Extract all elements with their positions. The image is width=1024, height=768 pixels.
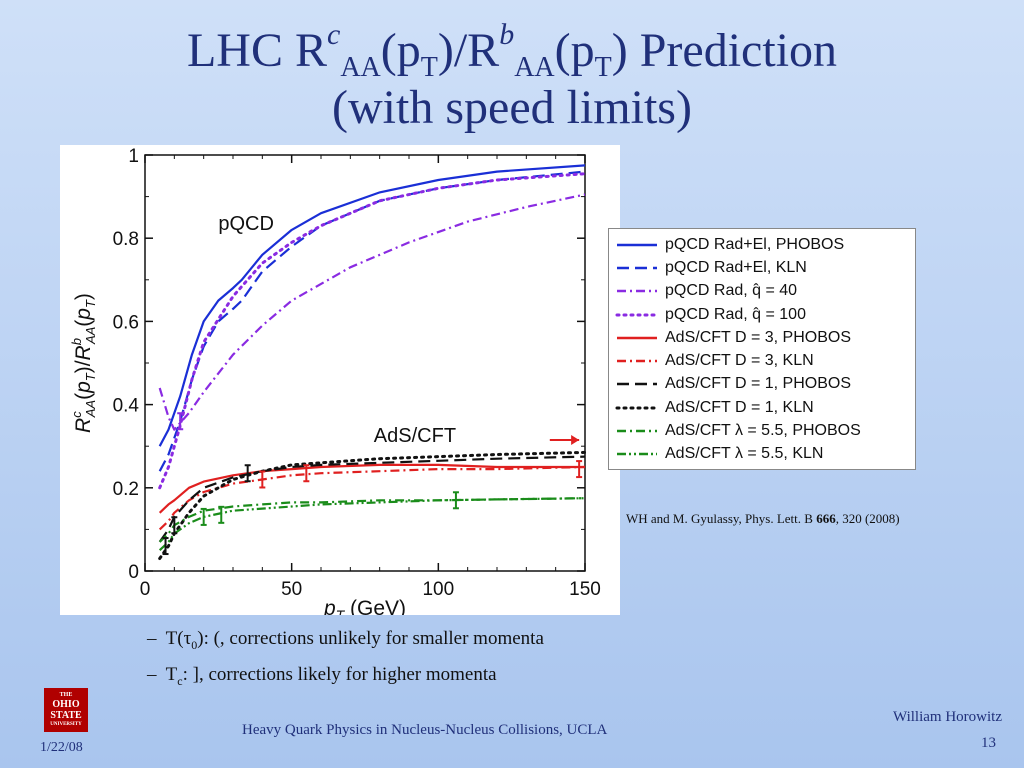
bullet-text: T — [165, 664, 178, 685]
x-tick-label: 50 — [281, 579, 302, 600]
legend-entry: AdS/CFT D = 3, KLN — [609, 349, 915, 372]
y-axis-title: RcAA(pT)/RbAA(pT) — [69, 293, 98, 433]
legend-swatch — [617, 383, 657, 386]
university-logo: THE OHIO STATE UNIVERSITY — [44, 688, 88, 732]
legend-entry: pQCD Rad+El, PHOBOS — [609, 233, 915, 256]
legend-swatch — [615, 313, 659, 317]
legend-label: pQCD Rad, q̂ = 100 — [665, 305, 806, 323]
citation-volume: 666 — [816, 511, 836, 526]
bullet-text: T( — [165, 628, 184, 649]
slide-title-line1: LHC RcAA(pT)/RbAA(pT) Prediction — [0, 20, 1024, 82]
legend-label: pQCD Rad, q̂ = 40 — [665, 282, 798, 300]
legend-entry: AdS/CFT D = 1, PHOBOS — [609, 373, 915, 396]
legend-entry: AdS/CFT D = 1, KLN — [609, 396, 915, 419]
title-text: ) Prediction — [611, 24, 838, 77]
bullet-symbol: τ — [183, 628, 192, 649]
legend-swatch — [615, 406, 659, 410]
title-sup: c — [326, 18, 341, 51]
legend-label: AdS/CFT D = 3, KLN — [665, 352, 814, 370]
legend-entry: pQCD Rad, q̂ = 40 — [609, 280, 915, 303]
x-axis-title: pT (GeV) — [323, 597, 406, 615]
logo-text: OHIO — [52, 699, 80, 710]
citation-text: , 320 (2008) — [835, 511, 900, 526]
title-sub: T — [594, 52, 612, 83]
legend-swatch — [617, 290, 657, 293]
x-tick-label: 150 — [569, 579, 601, 600]
series-line — [158, 497, 586, 543]
legend-label: AdS/CFT λ = 5.5, PHOBOS — [665, 422, 861, 440]
slide-title-line2: (with speed limits) — [332, 81, 692, 134]
y-tick-label: 0 — [128, 562, 139, 583]
legend-swatch — [617, 266, 657, 270]
legend-swatch — [617, 243, 657, 246]
footer-author: William Horowitz — [893, 709, 1002, 725]
plot-area: 0 50 100 150 0 0.2 0.4 0.6 0.8 1 pT (GeV) RcAA(pT)/… — [69, 146, 601, 615]
page-number: 13 — [981, 735, 996, 751]
y-tick-label: 0.6 — [113, 312, 139, 333]
series-line — [158, 170, 586, 472]
x-tick-label: 0 — [140, 579, 151, 600]
footer-date: 1/22/08 — [40, 740, 83, 755]
x-tick-label: 100 — [422, 579, 454, 600]
legend-swatch — [617, 453, 657, 456]
legend-entry: AdS/CFT λ = 5.5, KLN — [609, 443, 915, 466]
bullet-dash: – — [147, 628, 157, 649]
chart-annotation: pQCD — [218, 213, 274, 235]
series-line — [158, 450, 587, 560]
legend-label: pQCD Rad+El, KLN — [665, 258, 807, 276]
title-text: (p — [554, 24, 595, 77]
bullet-text: ): (, corrections unlikely for smaller m… — [197, 628, 544, 649]
legend-entry: pQCD Rad+El, KLN — [609, 256, 915, 279]
citation-text: WH and M. Gyulassy, Phys. Lett. B — [626, 511, 817, 526]
logo-text: STATE — [50, 710, 82, 721]
chart-panel: 0 50 100 150 0 0.2 0.4 0.6 0.8 1 pT (GeV) RcAA(pT)/… — [60, 145, 620, 615]
legend-label: AdS/CFT D = 3, PHOBOS — [665, 328, 851, 346]
legend-label: AdS/CFT D = 1, KLN — [665, 398, 814, 416]
legend-swatch — [617, 359, 657, 363]
title-sub: AA — [514, 52, 555, 83]
legend-swatch — [617, 336, 657, 340]
bullet-sub: c — [177, 673, 183, 688]
y-tick-label: 0.4 — [113, 396, 140, 417]
bullet-dash: – — [147, 664, 157, 685]
y-tick-label: 0.8 — [113, 229, 139, 250]
footer-talk-title: Heavy Quark Physics in Nucleus-Nucleus C… — [242, 722, 608, 738]
bullet-text: : ], corrections likely for higher momen… — [182, 664, 497, 685]
y-tick-label: 1 — [128, 146, 139, 167]
y-tick-label: 0.2 — [113, 479, 139, 500]
legend-label: AdS/CFT D = 1, PHOBOS — [665, 375, 851, 393]
title-sub: AA — [340, 52, 381, 83]
citation: WH and M. Gyulassy, Phys. Lett. B 666, 3… — [626, 511, 900, 527]
series-line — [158, 164, 586, 447]
title-text: (p — [380, 24, 421, 77]
legend-entry: pQCD Rad, q̂ = 100 — [609, 303, 915, 326]
series-line — [158, 193, 586, 431]
bullet-sub: 0 — [191, 637, 198, 652]
legend-entry: AdS/CFT λ = 5.5, PHOBOS — [609, 419, 915, 442]
title-sup: b — [499, 18, 515, 51]
title-sub: T — [420, 52, 438, 83]
chart-legend: pQCD Rad+El, PHOBOS pQCD Rad+El, KLN pQCD … — [608, 228, 916, 470]
title-text: LHC R — [186, 24, 327, 77]
chart-annotation: AdS/CFT — [374, 425, 456, 447]
legend-label: AdS/CFT λ = 5.5, KLN — [665, 445, 824, 463]
title-text: )/R — [437, 24, 500, 77]
logo-text: THE — [59, 692, 73, 698]
arrow-head — [571, 434, 580, 445]
chart-svg: 0 50 100 150 0 0.2 0.4 0.6 0.8 1 pT (GeV) RcAA(pT)/… — [69, 146, 601, 615]
legend-label: pQCD Rad+El, PHOBOS — [665, 235, 845, 253]
bullet-item: – T(τ0): (, corrections unlikely for sma… — [147, 628, 544, 653]
legend-swatch — [617, 429, 657, 433]
legend-entry: AdS/CFT D = 3, PHOBOS — [609, 326, 915, 349]
logo-text: UNIVERSITY — [50, 722, 82, 727]
bullet-item: – Tc: ], corrections likely for higher m… — [147, 664, 497, 689]
